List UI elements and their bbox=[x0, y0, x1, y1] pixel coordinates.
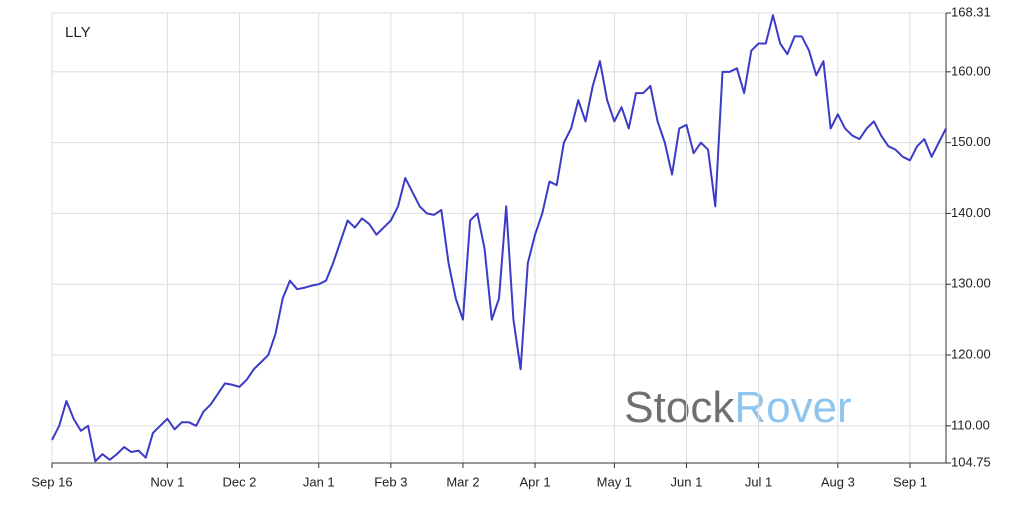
y-tick-label: 150.00 bbox=[951, 134, 991, 149]
y-tick-label: 140.00 bbox=[951, 205, 991, 220]
watermark-left: Stock bbox=[624, 383, 735, 432]
y-tick-label: 104.75 bbox=[951, 454, 991, 469]
legend-label: LLY bbox=[65, 24, 91, 41]
y-tick-label: 120.00 bbox=[951, 346, 991, 361]
watermark-right: Rover bbox=[734, 383, 851, 432]
y-tick-label: 130.00 bbox=[951, 276, 991, 291]
x-tick-label: Apr 1 bbox=[520, 474, 551, 489]
x-tick-label: Sep 16 bbox=[31, 474, 72, 489]
y-tick-label: 160.00 bbox=[951, 63, 991, 78]
x-tick-label: May 1 bbox=[597, 474, 632, 489]
x-tick-label: Nov 1 bbox=[150, 474, 184, 489]
x-tick-label: Sep 1 bbox=[893, 474, 927, 489]
y-tick-label: 168.31 bbox=[951, 4, 991, 19]
x-tick-label: Jul 1 bbox=[745, 474, 772, 489]
x-tick-label: Mar 2 bbox=[446, 474, 479, 489]
x-tick-label: Jun 1 bbox=[671, 474, 703, 489]
x-tick-label: Jan 1 bbox=[303, 474, 335, 489]
x-tick-label: Feb 3 bbox=[374, 474, 407, 489]
y-tick-label: 110.00 bbox=[951, 417, 990, 432]
x-tick-label: Dec 2 bbox=[222, 474, 256, 489]
price-line bbox=[51, 14, 947, 463]
watermark: StockRover bbox=[624, 383, 851, 432]
x-tick-label: Aug 3 bbox=[821, 474, 855, 489]
